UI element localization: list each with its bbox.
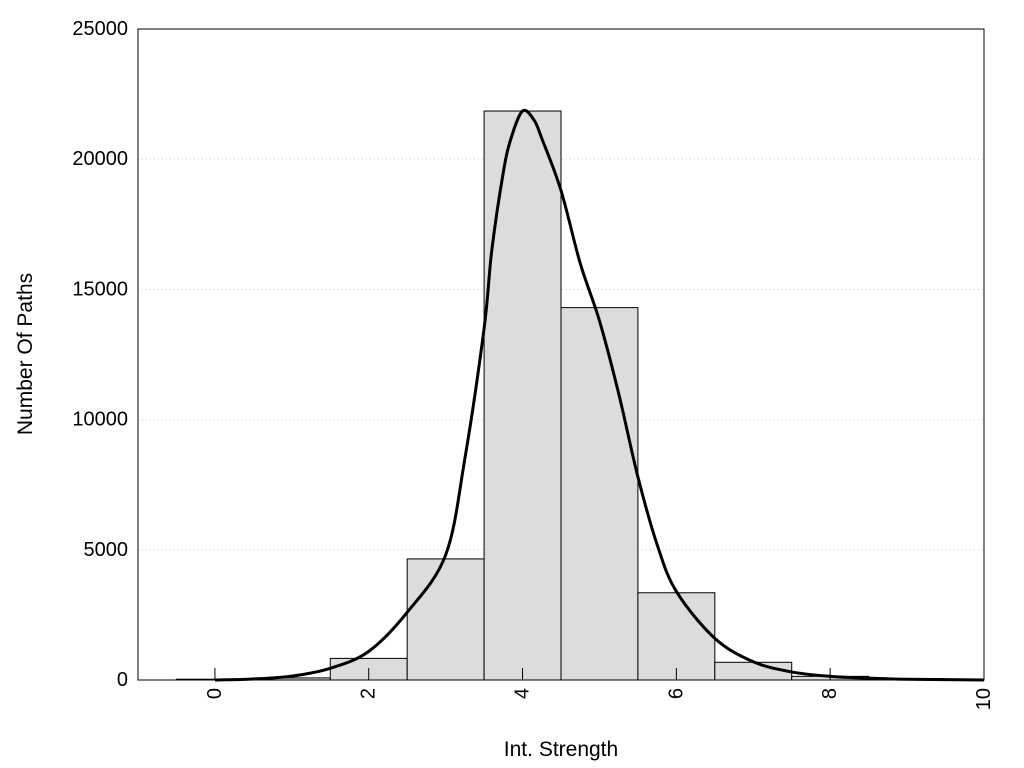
y-tick-label: 5000 xyxy=(84,539,129,561)
density-curve xyxy=(214,108,985,682)
x-tick-label: 6 xyxy=(665,688,687,699)
histogram-bar xyxy=(560,307,639,681)
y-axis-ticks: 0 5000 10000 15000 20000 25000 xyxy=(72,18,128,691)
histogram-bar xyxy=(406,558,485,681)
y-axis-title: Number Of Paths xyxy=(14,273,37,435)
x-tick-label: 4 xyxy=(512,688,534,699)
grid-lines xyxy=(138,158,984,551)
x-axis-ticks: 0 2 4 6 8 10 xyxy=(204,668,995,710)
plot-frame xyxy=(137,28,985,681)
y-tick-label: 25000 xyxy=(72,18,128,40)
x-axis-title: Int. Strength xyxy=(504,738,618,761)
y-tick-label: 10000 xyxy=(72,409,128,431)
x-tick-label: 2 xyxy=(358,688,380,699)
y-tick-label: 15000 xyxy=(72,278,128,300)
histogram-bar xyxy=(483,110,562,681)
y-tick-label: 20000 xyxy=(72,148,128,170)
histogram-bars xyxy=(175,110,985,681)
y-tick-label: 0 xyxy=(117,669,128,691)
x-tick-label: 0 xyxy=(204,688,226,699)
histogram-bar xyxy=(637,592,716,681)
x-tick-label: 8 xyxy=(819,688,841,699)
x-tick-label: 10 xyxy=(973,688,995,710)
